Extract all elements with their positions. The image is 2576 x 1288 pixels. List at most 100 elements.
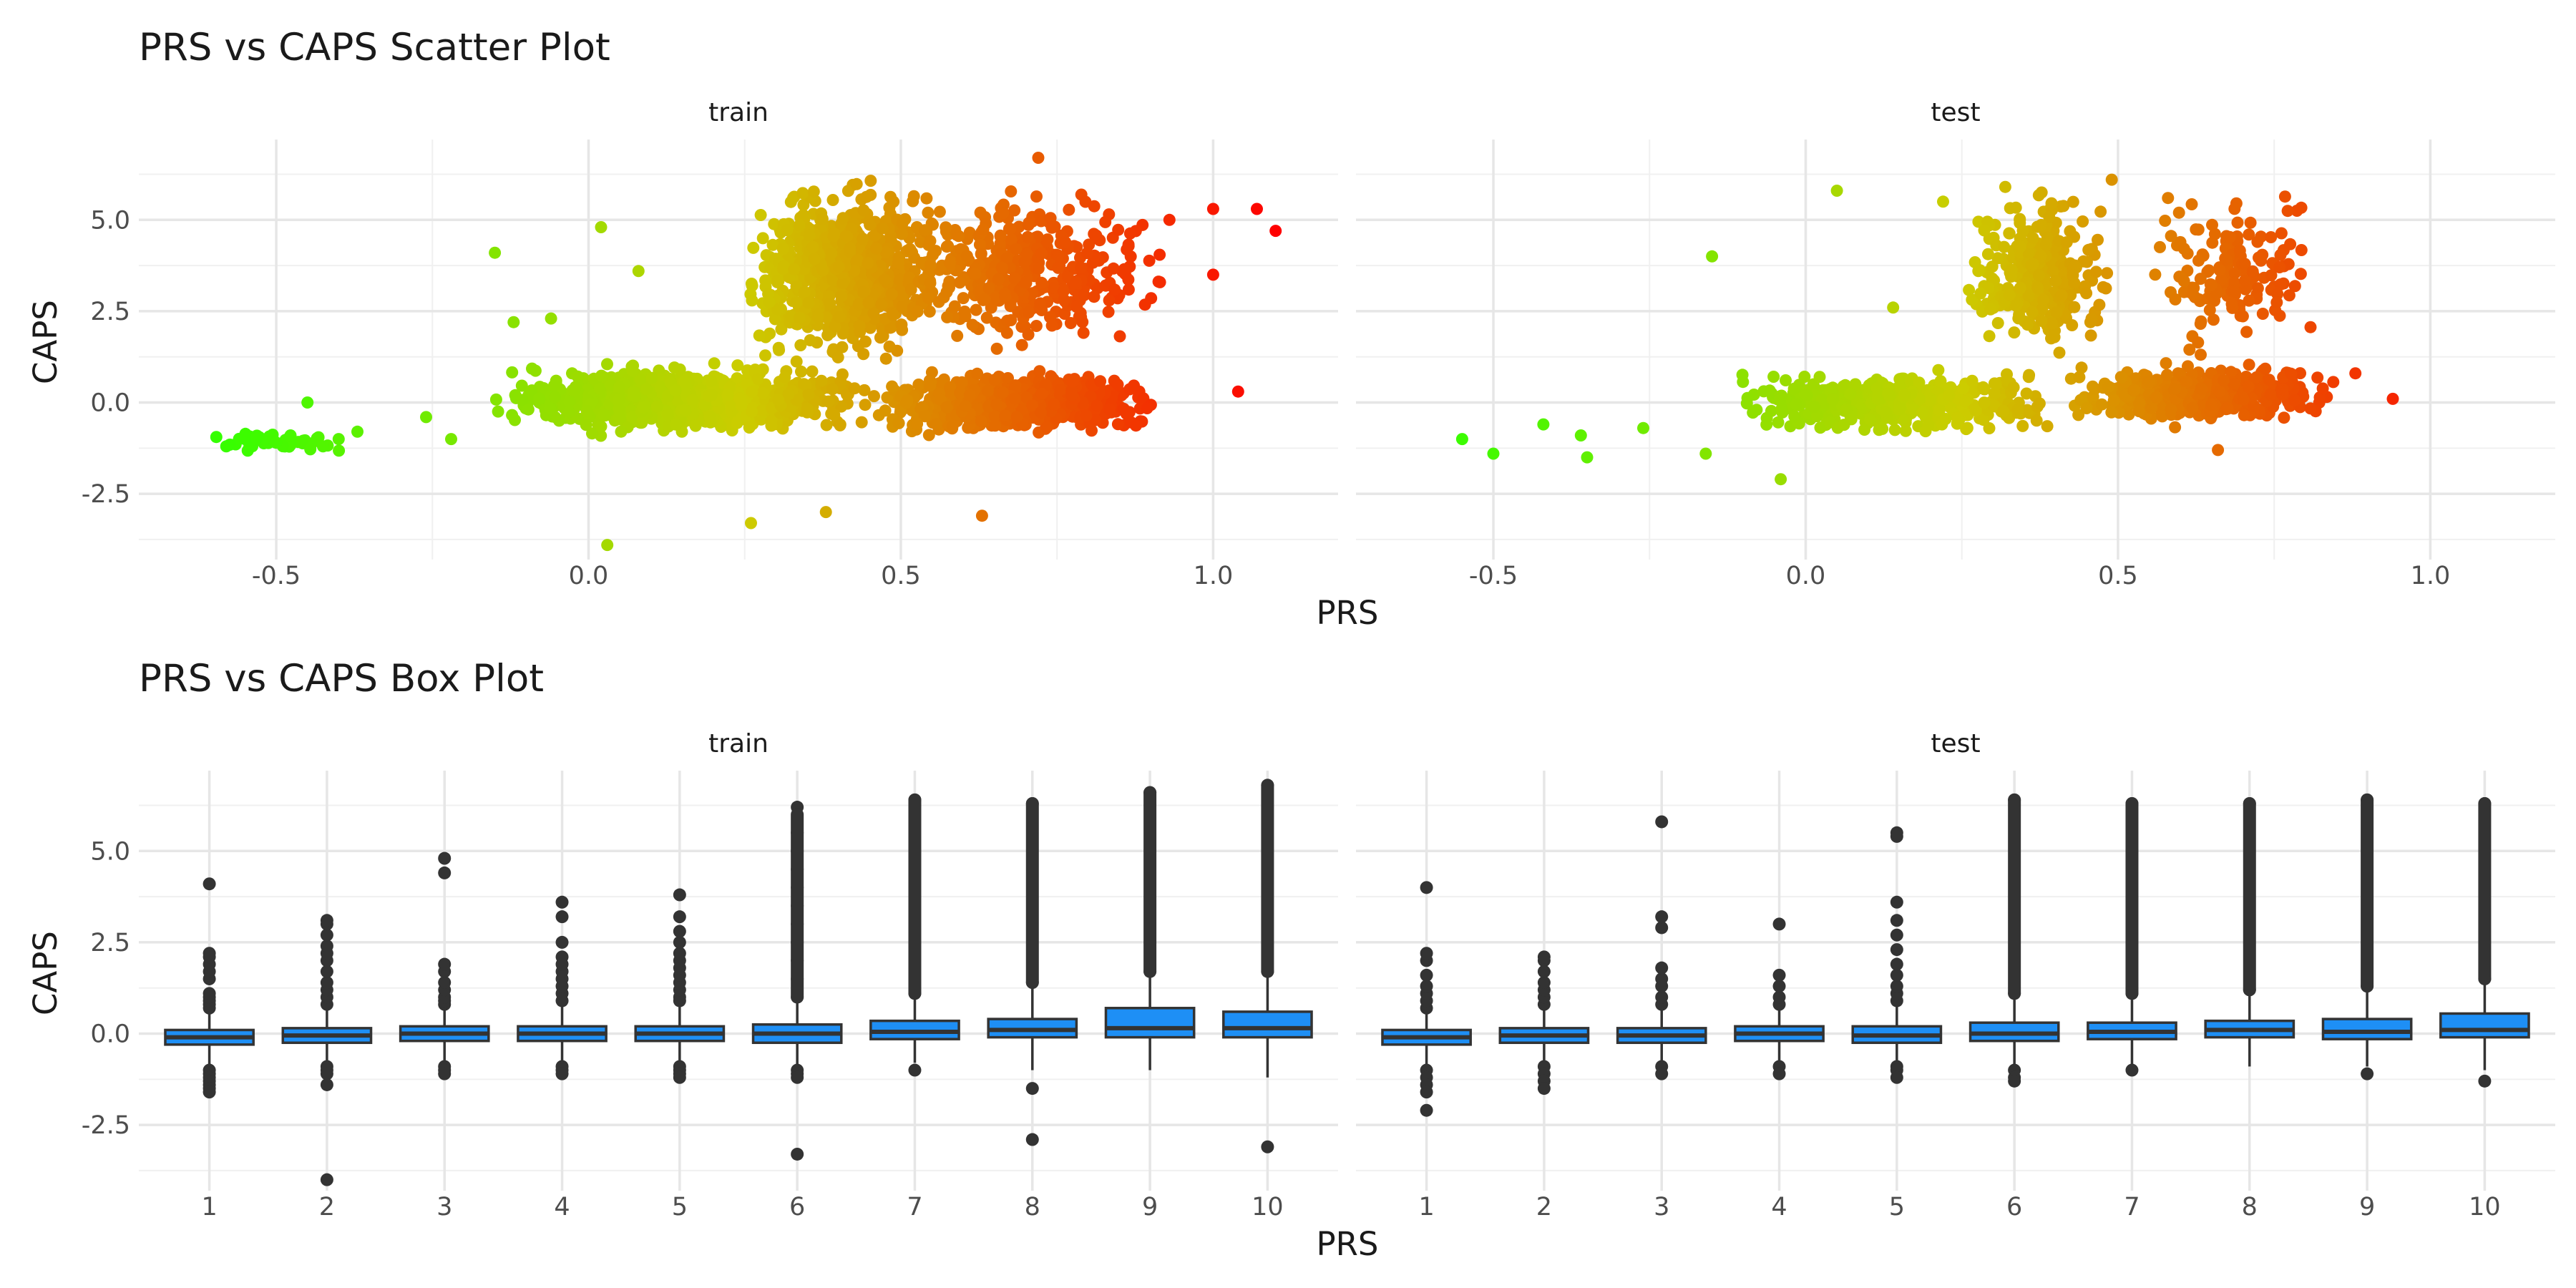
scatter-point (848, 264, 861, 277)
scatter-point (940, 286, 953, 298)
scatter-point (875, 298, 888, 311)
scatter-point (988, 409, 1001, 422)
scatter-point (2243, 358, 2255, 371)
scatter-point (859, 399, 872, 411)
scatter-point (853, 320, 866, 332)
scatter-point (445, 433, 457, 446)
scatter-point (1033, 365, 1046, 378)
scatter-point (829, 321, 841, 333)
scatter-point (940, 221, 952, 234)
scatter-point (1737, 376, 1750, 389)
scatter-point (864, 175, 877, 187)
scatter-point (1976, 381, 1989, 394)
scatter-point (2221, 401, 2234, 414)
scatter-point (980, 311, 993, 324)
scatter-point (826, 383, 839, 396)
scatter-point (2186, 401, 2199, 414)
scatter-point (940, 401, 953, 414)
scatter-point (1121, 243, 1133, 256)
scatter-point (1537, 418, 1550, 431)
scatter-point (922, 292, 935, 305)
box-outlier-stack (2478, 796, 2492, 985)
scatter-point (1008, 392, 1021, 405)
scatter-point (958, 306, 971, 318)
scatter-point (2246, 265, 2259, 278)
box-outlier (1890, 957, 1903, 971)
scatter-point (2233, 244, 2246, 257)
box-outlier (203, 987, 216, 1000)
scatter-point (526, 362, 538, 375)
scatter-point (1957, 382, 1969, 395)
box-outlier (1890, 943, 1903, 957)
scatter-point (1887, 301, 1900, 314)
scatter-point (876, 222, 889, 235)
scatter-x-tick-label: 0.0 (1786, 562, 1826, 590)
scatter-point (844, 242, 857, 255)
scatter-point (1574, 429, 1587, 441)
scatter-point (689, 419, 702, 432)
scatter-point (2007, 381, 2020, 394)
scatter-point (1966, 374, 1979, 387)
scatter-point (966, 318, 979, 331)
box-grid-test (1356, 771, 2555, 1191)
scatter-point (2034, 250, 2047, 263)
box-outlier (320, 914, 333, 927)
scatter-point (2003, 227, 2016, 240)
scatter-point (2011, 403, 2024, 416)
scatter-point (702, 389, 715, 402)
box-body (2439, 1012, 2530, 1039)
scatter-point (1871, 393, 1884, 406)
scatter-point (2165, 403, 2177, 416)
scatter-point (746, 405, 758, 418)
scatter-point (896, 301, 909, 313)
scatter-point (332, 433, 345, 446)
scatter-point (2228, 276, 2241, 289)
box-x-tick-label: 2 (1536, 1193, 1552, 1221)
scatter-point (1020, 248, 1033, 260)
scatter-point (1978, 396, 1991, 409)
scatter-point (1102, 306, 1115, 318)
box-x-tick-label: 1 (201, 1193, 217, 1221)
box-outlier (203, 947, 216, 960)
scatter-point (1080, 409, 1093, 422)
scatter-point (997, 207, 1010, 220)
scatter-point (2213, 264, 2226, 277)
scatter-point (960, 250, 973, 263)
scatter-point (2172, 206, 2185, 219)
scatter-point (907, 190, 920, 203)
box-outlier (1890, 968, 1903, 982)
scatter-point (763, 296, 776, 308)
scatter-point (2240, 326, 2253, 338)
scatter-point (1015, 338, 1028, 351)
scatter-point (2101, 267, 2114, 280)
scatter-point (920, 192, 933, 205)
scatter-facet-test-label: test (1931, 98, 1980, 127)
scatter-point (2036, 303, 2049, 315)
scatter-point (922, 238, 935, 251)
scatter-point (1005, 185, 1018, 197)
scatter-point (509, 414, 521, 426)
scatter-point (2133, 396, 2145, 409)
box-train-10 (1222, 779, 1313, 1153)
scatter-point (507, 316, 520, 328)
scatter-point (1810, 410, 1823, 423)
scatter-point (879, 352, 892, 365)
box-facet-train-label: train (708, 729, 769, 758)
box-outlier-stack (2008, 793, 2021, 1000)
scatter-point (1065, 389, 1078, 401)
scatter-point (2169, 293, 2182, 306)
scatter-point (827, 230, 840, 243)
scatter-point (2020, 387, 2033, 400)
scatter-point (2089, 265, 2102, 278)
scatter-point (597, 409, 610, 421)
scatter-point (1455, 433, 1468, 446)
scatter-point (1899, 424, 1912, 437)
box-x-tick-label: 5 (1889, 1193, 1905, 1221)
box-outlier (1890, 980, 1903, 993)
scatter-point (2021, 404, 2034, 416)
scatter-point (797, 378, 810, 391)
scatter-point (2242, 381, 2255, 393)
scatter-point (819, 506, 832, 519)
scatter-x-axis-label: PRS (1317, 594, 1379, 632)
